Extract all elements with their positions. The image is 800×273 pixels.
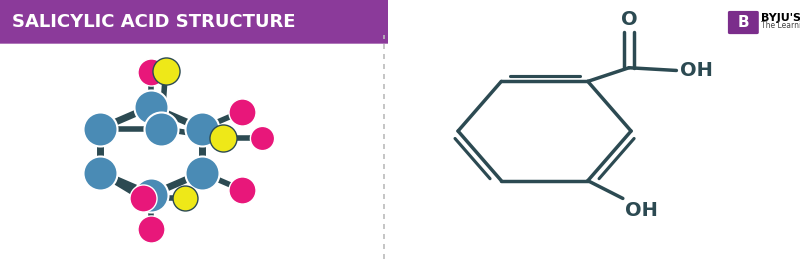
Point (145, 70, 158, 75)
Point (94, 171, 106, 175)
Point (178, 196, 191, 201)
Text: OH: OH (680, 61, 713, 80)
Point (145, 227, 158, 231)
Point (136, 196, 149, 201)
Point (94, 126, 106, 131)
Text: The Learning App: The Learning App (761, 22, 800, 30)
Text: OH: OH (625, 201, 658, 220)
Text: O: O (621, 10, 638, 29)
Point (145, 105, 158, 109)
Point (196, 126, 209, 131)
Point (155, 126, 168, 131)
Text: SALICYLIC ACID STRUCTURE: SALICYLIC ACID STRUCTURE (12, 13, 295, 31)
Point (145, 192, 158, 197)
FancyBboxPatch shape (728, 11, 758, 34)
Point (235, 109, 248, 114)
Point (256, 136, 269, 140)
Point (235, 188, 248, 192)
FancyBboxPatch shape (0, 0, 388, 44)
Point (196, 171, 209, 175)
Point (159, 69, 172, 73)
Point (216, 136, 229, 140)
Text: BYJU'S: BYJU'S (761, 13, 800, 23)
Text: B: B (738, 15, 749, 30)
